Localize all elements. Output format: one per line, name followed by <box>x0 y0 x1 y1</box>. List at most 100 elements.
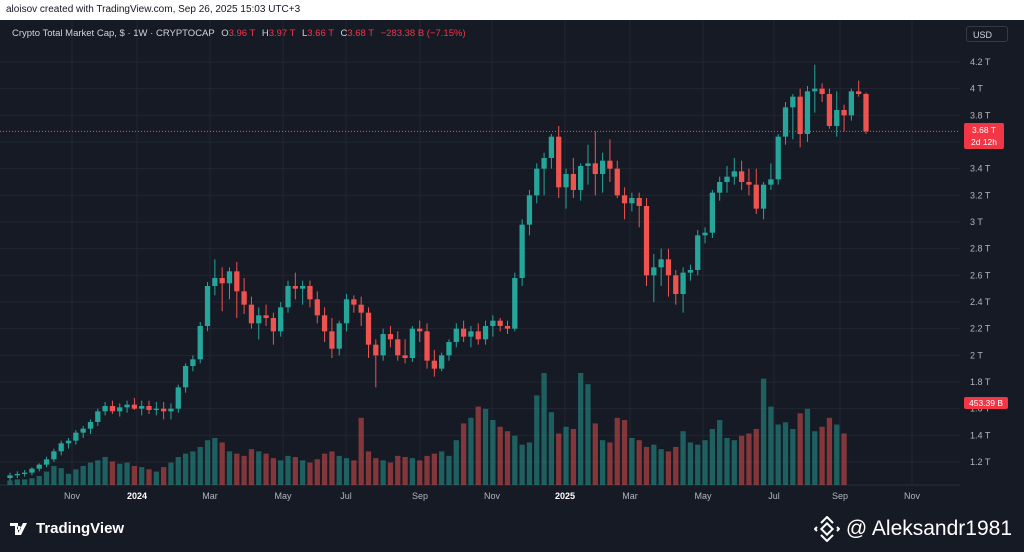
candle-body <box>168 408 174 412</box>
candle-body <box>146 406 152 410</box>
volume-bar <box>570 429 576 485</box>
volume-bar <box>834 424 840 485</box>
candle-body <box>468 331 474 337</box>
y-tick-label: 2.4 T <box>970 297 991 307</box>
volume-bar <box>841 433 847 485</box>
volume-bar <box>460 423 467 485</box>
volume-bar <box>351 460 357 485</box>
candle-body <box>812 88 818 92</box>
candle-body <box>43 459 50 465</box>
volume-bar <box>139 467 145 485</box>
candle-body <box>270 318 277 332</box>
candle-body <box>636 198 642 206</box>
volume-bar <box>446 455 452 485</box>
y-tick-label: 2 T <box>970 350 983 360</box>
volume-bar <box>753 429 759 485</box>
volume-bar <box>29 478 35 485</box>
volume-bar <box>373 458 379 485</box>
candle-body <box>87 422 94 429</box>
binance-icon <box>813 516 840 542</box>
y-tick-label: 3.8 T <box>970 110 991 120</box>
volume-bar <box>285 455 291 485</box>
volume-bar <box>65 473 72 485</box>
open-label: O <box>221 28 229 39</box>
candle-body <box>702 232 708 236</box>
candle-body <box>556 136 562 188</box>
high-value: 3.97 T <box>268 28 296 39</box>
candle-body <box>58 443 64 452</box>
candle-body <box>117 407 123 412</box>
volume-bar <box>321 453 328 485</box>
candle-body <box>782 107 789 137</box>
candle-body <box>453 328 459 342</box>
volume-bar <box>738 435 745 485</box>
volume-bar <box>314 459 320 485</box>
tradingview-logo-icon <box>10 522 27 535</box>
x-tick-label: Mar <box>622 491 638 501</box>
candle-body <box>863 94 869 132</box>
candle-body <box>746 182 752 185</box>
volume-bar <box>197 446 203 485</box>
candle-body <box>797 96 803 134</box>
volume-bar <box>614 417 620 485</box>
x-tick-label: Jul <box>340 491 352 501</box>
x-tick-label: Nov <box>484 491 501 501</box>
candle-body <box>819 88 825 94</box>
candlestick-chart[interactable]: 4.2 T4 T3.8 T3.6 T3.4 T3.2 T3 T2.8 T2.6 … <box>0 20 1024 510</box>
candle-body <box>365 312 372 345</box>
volume-bar <box>497 426 503 485</box>
volume-bar <box>307 462 313 485</box>
candle-body <box>841 110 847 116</box>
volume-bar <box>592 423 598 485</box>
volume-bar <box>512 435 518 485</box>
volume-bar <box>358 417 364 485</box>
candle-body <box>307 286 313 300</box>
candle-body <box>234 271 240 292</box>
candle-body <box>219 278 225 284</box>
candle-body <box>731 171 737 177</box>
volume-bar <box>673 446 679 485</box>
candle-body <box>321 315 328 332</box>
candle-body <box>673 275 679 294</box>
y-tick-label: 1.2 T <box>970 457 991 467</box>
currency-button[interactable]: USD <box>966 26 1008 42</box>
candle-body <box>402 355 408 358</box>
volume-bar <box>80 465 86 485</box>
volume-bar <box>826 417 833 485</box>
candle-body <box>278 307 284 332</box>
candle-body <box>73 432 79 441</box>
candle-body <box>124 404 130 408</box>
candle-body <box>621 195 628 204</box>
watermark-text: @ Aleksandr1981 <box>845 517 1012 540</box>
volume-bar <box>43 471 50 485</box>
candle-body <box>856 91 862 94</box>
volume-bar <box>256 451 262 485</box>
volume-bar <box>175 457 181 485</box>
tradingview-logo-text: TradingView <box>36 520 125 537</box>
tradingview-logo[interactable]: TradingView <box>10 520 124 537</box>
candle-body <box>775 136 781 180</box>
volume-bar <box>329 451 335 485</box>
volume-bar <box>212 437 218 485</box>
low-label: L <box>301 28 308 39</box>
volume-bar <box>109 461 116 485</box>
candle-body <box>724 176 730 182</box>
candle-body <box>241 291 247 305</box>
x-tick-label: May <box>694 491 712 501</box>
y-tick-label: 4.2 T <box>970 57 991 67</box>
volume-bar <box>248 449 255 485</box>
candle-body <box>21 472 28 474</box>
candle-body <box>351 299 357 305</box>
candle-body <box>424 331 430 361</box>
volume-bar <box>556 433 562 485</box>
candle-body <box>329 331 335 349</box>
chart-area[interactable]: 4.2 T4 T3.8 T3.6 T3.4 T3.2 T3 T2.8 T2.6 … <box>0 20 1024 510</box>
candle-body <box>51 451 57 460</box>
y-tick-label: 2.2 T <box>970 324 991 334</box>
candle-body <box>409 328 416 358</box>
candle-body <box>300 286 306 289</box>
candle-body <box>175 387 181 409</box>
x-tick-label: Sep <box>412 491 428 501</box>
candle-body <box>826 94 833 126</box>
volume-bar <box>395 455 401 485</box>
